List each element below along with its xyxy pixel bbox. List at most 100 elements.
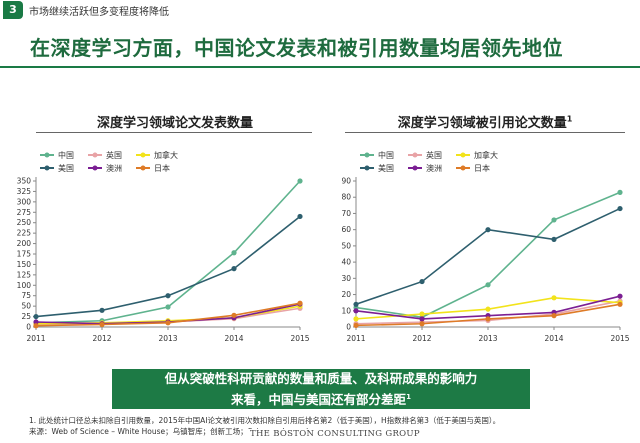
y-tick-label: 0	[26, 323, 31, 332]
x-tick-label: 2015	[610, 334, 629, 343]
data-point	[297, 213, 303, 220]
y-tick-label: 275	[17, 208, 32, 217]
data-point	[419, 311, 425, 317]
legend-item-1-5: 日本	[456, 163, 490, 173]
data-point	[617, 205, 623, 212]
legend-swatch-dot	[44, 152, 50, 158]
legend-item-1-2: 加拿大	[456, 150, 498, 160]
series-0-5	[33, 300, 303, 329]
data-point	[231, 266, 237, 272]
legend-label: 英国	[106, 150, 122, 160]
chart2-title-sup: 1	[566, 114, 573, 124]
legend-label: 澳洲	[106, 163, 122, 173]
data-point	[353, 322, 359, 328]
x-tick-label: 2011	[26, 334, 45, 343]
legend-swatch-dot	[412, 165, 418, 171]
y-tick-label: 70	[341, 209, 351, 218]
data-point	[551, 236, 557, 242]
chart2-title: 深度学习领域被引用论文数量	[397, 116, 567, 131]
data-point	[33, 319, 39, 325]
x-tick-label: 2014	[224, 334, 243, 343]
data-point	[231, 312, 237, 318]
data-point	[617, 293, 623, 299]
y-tick-label: 225	[17, 229, 32, 238]
x-tick-label: 2012	[92, 334, 111, 343]
footnote-1: 1. 此处统计口径总未扣除自引用数量，2015年中国AI论文被引用次数扣除自引用…	[29, 416, 501, 425]
legend-item-0-3: 美国	[40, 163, 74, 173]
callout-line-2: 来看，中国与美国还有部分差距	[231, 392, 407, 408]
legend-swatch-dot	[364, 152, 370, 158]
y-tick-label: 50	[341, 241, 351, 250]
data-point	[485, 306, 491, 312]
legend-label: 中国	[378, 150, 394, 160]
y-tick-label: 10	[341, 306, 351, 315]
data-point	[231, 250, 237, 256]
legend-label: 澳洲	[426, 163, 442, 173]
chart2-title-wrap: 深度学习领域被引用论文数量1	[340, 112, 630, 131]
y-tick-label: 80	[341, 193, 351, 202]
legend-item-1-1: 英国	[408, 150, 442, 160]
data-point	[485, 316, 491, 322]
bcg-logo: THE BOSTON CONSULTING GROUP	[246, 429, 424, 439]
y-tick-label: 250	[17, 218, 32, 227]
y-tick-label: 350	[17, 177, 32, 186]
page-number-badge: 3	[3, 1, 23, 19]
legend-swatch-dot	[92, 152, 98, 158]
series-line	[355, 191, 621, 319]
chart1-title: 深度学习领域论文发表数量	[96, 116, 253, 131]
callout-line-1: 但从突破性科研贡献的数量和质量、及科研成果的影响力	[164, 371, 478, 386]
data-point	[165, 304, 171, 310]
legend-label: 美国	[58, 163, 74, 173]
data-point	[485, 227, 491, 233]
data-point	[165, 320, 171, 326]
legend-label: 加拿大	[474, 150, 498, 160]
legend-swatch-dot	[412, 152, 418, 158]
y-tick-label: 125	[17, 270, 32, 279]
legend-swatch-dot	[364, 165, 370, 171]
data-point	[551, 313, 557, 319]
legend-label: 中国	[58, 150, 74, 160]
y-tick-label: 175	[17, 250, 32, 259]
data-point	[33, 313, 39, 320]
chart2-title-underline	[345, 132, 625, 133]
legend-item-0-4: 澳洲	[88, 163, 122, 173]
key-insight-callout: 但从突破性科研贡献的数量和质量、及科研成果的影响力 来看，中国与美国还有部分差距…	[112, 369, 530, 409]
y-tick-label: 75	[21, 291, 31, 300]
series-0-0	[33, 178, 303, 326]
legend-item-0-5: 日本	[136, 163, 170, 173]
legend-item-0-0: 中国	[40, 150, 74, 160]
y-tick-label: 20	[341, 290, 351, 299]
data-point	[353, 301, 359, 307]
data-point	[617, 189, 623, 195]
legend-label: 日本	[154, 163, 170, 173]
title-divider	[0, 66, 640, 68]
series-1-5	[353, 301, 623, 328]
data-point	[419, 278, 425, 285]
legend-label: 加拿大	[154, 150, 178, 160]
data-point	[99, 307, 105, 313]
data-point	[617, 301, 623, 307]
legend-swatch-dot	[460, 152, 466, 158]
legend-item-0-2: 加拿大	[136, 150, 178, 160]
x-tick-label: 2012	[412, 334, 431, 343]
data-point	[297, 300, 303, 306]
series-1-3	[353, 205, 623, 307]
chart1-title-underline	[36, 132, 312, 133]
legend-swatch-dot	[92, 165, 98, 171]
chart1-title-wrap: 深度学习领域论文发表数量	[30, 112, 320, 131]
series-line	[35, 180, 301, 324]
section-topic: 市场继续活跃但多变程度将降低	[29, 7, 169, 18]
series-line	[35, 215, 301, 318]
y-tick-label: 325	[17, 187, 32, 196]
page-title: 在深度学习方面，中国论文发表和被引用数量均居领先地位	[30, 36, 563, 60]
y-tick-label: 30	[341, 274, 351, 283]
legend-swatch-dot	[460, 165, 466, 171]
y-tick-label: 40	[341, 258, 351, 267]
y-tick-label: 60	[341, 225, 351, 234]
y-tick-label: 100	[17, 281, 32, 290]
footnote-block: 1. 此处统计口径总未扣除自引用数量，2015年中国AI论文被引用次数扣除自引用…	[29, 415, 500, 437]
y-tick-label: 150	[17, 260, 32, 269]
legend-label: 美国	[378, 163, 394, 173]
x-tick-label: 2011	[346, 334, 365, 343]
